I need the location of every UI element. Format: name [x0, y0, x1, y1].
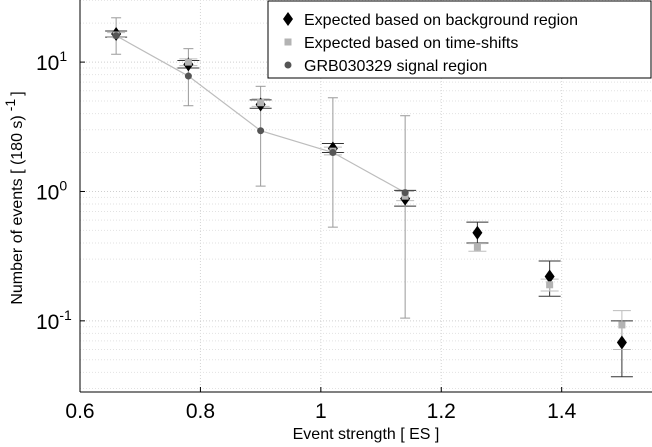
square-marker: [473, 243, 481, 251]
y-tick-exponent: 0: [59, 177, 67, 193]
diamond-marker: [472, 225, 483, 240]
circle-marker: [112, 32, 120, 40]
y-tick-label: 10-1: [36, 307, 72, 334]
markers: [111, 26, 627, 350]
legend-diamond-marker: [283, 12, 293, 26]
y-tick-exponent: 1: [59, 48, 67, 64]
legend-square-marker: [284, 38, 292, 46]
y-tick-base: 10: [36, 181, 59, 204]
circle-marker: [329, 149, 337, 157]
y-axis-label-main: Number of events [ (180 s): [9, 115, 26, 304]
y-axis-label-sup: -1: [2, 99, 18, 112]
square-marker: [618, 321, 626, 329]
x-axis-label: Event strength [ ES ]: [293, 426, 440, 443]
diamond-marker: [616, 335, 627, 350]
x-tick-label: 0.6: [65, 400, 94, 423]
legend-entry-label: Expected based on time-shifts: [304, 35, 518, 52]
y-axis-label-close: ]: [9, 91, 26, 95]
x-tick-label: 0.8: [186, 400, 215, 423]
circle-marker: [257, 127, 265, 135]
legend-circle-marker: [284, 61, 292, 69]
x-tick-label: 1: [315, 400, 327, 423]
y-tick-exponent: -1: [59, 307, 72, 323]
legend-box: [267, 0, 652, 79]
square-marker: [401, 192, 409, 200]
legend: Expected based on background region Expec…: [267, 0, 652, 79]
axes: [79, 0, 652, 393]
circle-marker: [401, 189, 409, 197]
x-tick-label: 1.4: [547, 400, 577, 423]
square-marker: [257, 99, 265, 107]
y-tick-label: 100: [36, 177, 67, 204]
y-tick-base: 10: [36, 52, 59, 75]
y-tick-base: 10: [36, 311, 59, 334]
circle-marker: [184, 72, 192, 80]
diamond-marker: [544, 269, 555, 284]
x-tick-label: 1.2: [427, 400, 456, 423]
y-tick-label: 101: [36, 48, 67, 75]
square-marker: [184, 58, 192, 66]
legend-entry-label: Expected based on background region: [304, 12, 578, 29]
square-marker: [546, 281, 554, 289]
y-axis-label: Number of events [ (180 s) -1]: [2, 91, 26, 304]
legend-entry-label: GRB030329 signal region: [304, 58, 487, 75]
